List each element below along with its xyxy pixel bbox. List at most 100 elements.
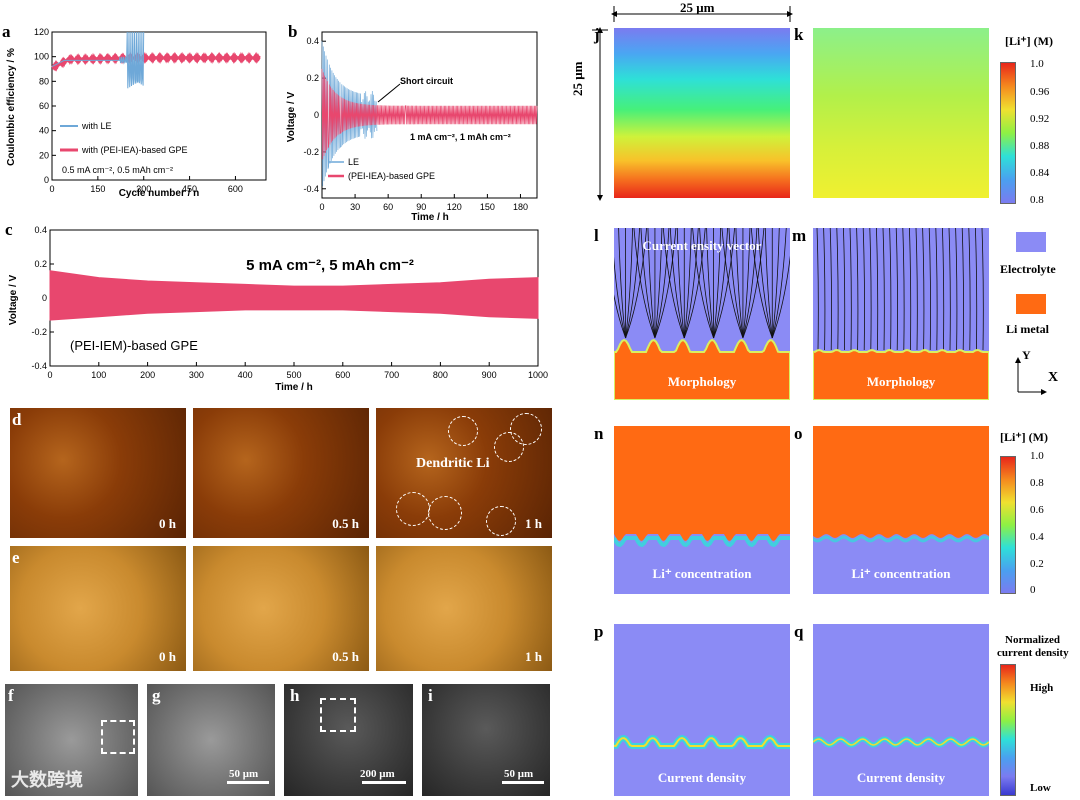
short-circuit-label: Short circuit bbox=[400, 76, 453, 86]
dimension-marks bbox=[592, 6, 793, 201]
series-gpe-line bbox=[321, 68, 538, 160]
series-label: (PEI-IEM)-based GPE bbox=[70, 338, 198, 353]
chart-b: 0 30 60 90 120 150 180 -0.4 -0.2 0 0.2 0.4 Short cir… bbox=[286, 31, 538, 223]
scale-label: 50 μm bbox=[504, 768, 534, 780]
current-line bbox=[876, 228, 879, 351]
colorbar-3-title-1: Normalized bbox=[1005, 634, 1060, 646]
current-line bbox=[981, 228, 984, 351]
panel-label-n: n bbox=[594, 424, 604, 443]
current-vector-lines bbox=[614, 228, 790, 400]
photo-e-0h: 0 h bbox=[10, 546, 186, 671]
zoom-region bbox=[320, 698, 356, 732]
photo-d-05h: 0.5 h bbox=[193, 408, 369, 538]
y-tick-label: -0.2 bbox=[303, 147, 319, 157]
chart-a: 0 150 300 450 600 0 20 40 60 80 100 120 with LE with … bbox=[6, 27, 267, 199]
current-caption: Current density bbox=[856, 770, 946, 785]
x-tick-label: 0 bbox=[49, 184, 54, 194]
current-line bbox=[882, 228, 885, 351]
concentration-caption: Li⁺ concentration bbox=[851, 566, 951, 581]
current-line bbox=[869, 228, 872, 351]
current-line bbox=[721, 228, 744, 339]
x-tick-label: 400 bbox=[238, 370, 253, 380]
time-label: 0 h bbox=[159, 649, 176, 664]
current-line bbox=[676, 228, 685, 339]
panel-label-h: h bbox=[290, 686, 300, 705]
current-line bbox=[625, 228, 647, 339]
y-tick-label: 120 bbox=[34, 27, 49, 37]
current-line bbox=[750, 228, 773, 339]
current-line bbox=[614, 294, 626, 339]
current-field bbox=[614, 734, 790, 749]
morphology-caption: Morphology bbox=[667, 374, 737, 389]
y-tick-label: 100 bbox=[34, 52, 49, 62]
cb3-high: High bbox=[1030, 682, 1054, 694]
x-tick-label: 200 bbox=[140, 370, 155, 380]
current-line bbox=[692, 228, 714, 339]
condition-label: 1 mA cm⁻², 1 mAh cm⁻² bbox=[410, 132, 511, 142]
x-tick-label: 0 bbox=[319, 202, 324, 212]
morphology-caption: Morphology bbox=[866, 374, 936, 389]
concentration-caption: Li⁺ concentration bbox=[652, 566, 752, 581]
vector-title: Current ensity vector bbox=[642, 238, 762, 253]
cb1-tick: 1.0 bbox=[1030, 58, 1044, 70]
x-tick-label: 300 bbox=[189, 370, 204, 380]
current-line bbox=[662, 228, 685, 339]
panel-label-g: g bbox=[152, 686, 161, 705]
dim-y-label: 25 μm bbox=[570, 61, 585, 96]
current-line bbox=[928, 228, 931, 351]
current-line bbox=[895, 228, 898, 351]
current-line bbox=[647, 228, 656, 339]
current-line bbox=[618, 228, 626, 339]
current-line bbox=[942, 228, 945, 351]
current-line bbox=[654, 228, 677, 339]
current-line bbox=[728, 228, 744, 339]
current-line bbox=[922, 228, 925, 351]
current-line bbox=[902, 228, 905, 351]
cb1-tick: 0.88 bbox=[1030, 140, 1050, 152]
concentration-field bbox=[614, 426, 790, 548]
current-line bbox=[968, 228, 971, 351]
sim-q-current: Current density bbox=[813, 624, 989, 796]
dendritic-li-label: Dendritic Li bbox=[416, 456, 490, 471]
x-tick-label: 100 bbox=[91, 370, 106, 380]
cb1-tick: 0.84 bbox=[1030, 167, 1050, 179]
sim-j-concentration bbox=[614, 28, 790, 198]
current-line bbox=[764, 228, 773, 339]
x-tick-label: 300 bbox=[136, 184, 151, 194]
cb2-tick: 0.2 bbox=[1030, 558, 1044, 570]
legend-li-swatch bbox=[1016, 294, 1046, 314]
current-line bbox=[856, 228, 859, 351]
panel-label-q: q bbox=[794, 622, 804, 641]
y-tick-label: 40 bbox=[39, 126, 49, 136]
y-tick-label: 0 bbox=[314, 110, 319, 120]
series-le-line bbox=[51, 31, 145, 89]
dendrite-circle bbox=[494, 432, 524, 462]
sem-i: 50 μm bbox=[422, 684, 550, 796]
x-tick-label: 600 bbox=[335, 370, 350, 380]
panel-label-i: i bbox=[428, 686, 433, 705]
y-tick-label: 0.4 bbox=[306, 36, 319, 46]
current-line bbox=[771, 228, 780, 339]
current-line bbox=[625, 228, 633, 339]
x-tick-label: 500 bbox=[286, 370, 301, 380]
current-line bbox=[614, 256, 626, 339]
panel-label-a: a bbox=[2, 22, 11, 41]
current-line bbox=[836, 228, 839, 351]
x-tick-label: 180 bbox=[513, 202, 528, 212]
y-tick-label: -0.4 bbox=[303, 184, 319, 194]
current-line bbox=[889, 228, 892, 351]
current-line bbox=[654, 228, 670, 339]
x-tick-label: 450 bbox=[182, 184, 197, 194]
series-gpe-band bbox=[49, 270, 539, 321]
watermark: 大数跨境 bbox=[11, 770, 83, 790]
y-tick-label: 0.4 bbox=[34, 225, 47, 235]
y-tick-label: 80 bbox=[39, 76, 49, 86]
colorbar-2-title: [Li⁺] (M) bbox=[1000, 430, 1048, 444]
current-caption: Current density bbox=[657, 770, 747, 785]
current-line bbox=[948, 228, 951, 351]
current-line bbox=[633, 228, 656, 339]
dendrite-circle bbox=[510, 413, 542, 445]
legend-le-label: LE bbox=[348, 157, 359, 167]
x-tick-label: 900 bbox=[482, 370, 497, 380]
current-line bbox=[683, 228, 699, 339]
